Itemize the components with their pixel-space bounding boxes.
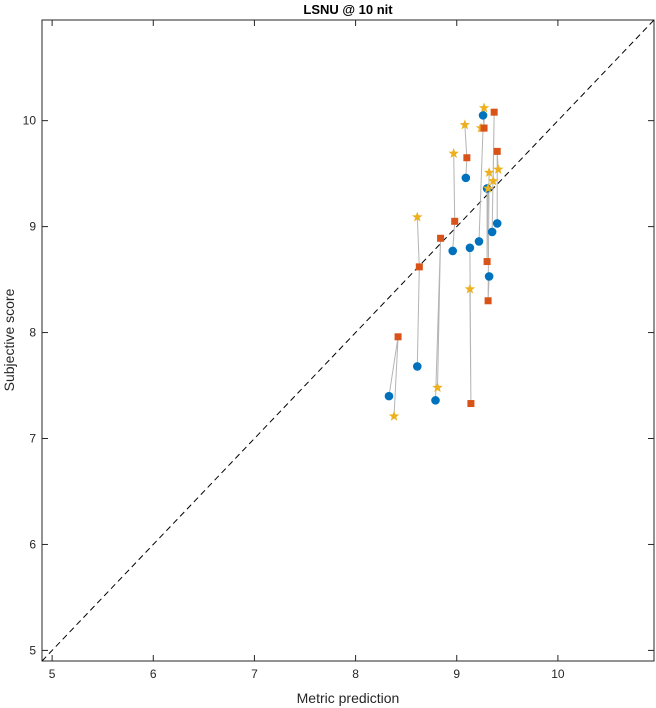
square-marker [415, 263, 423, 271]
y-axis-label: Subjective score [1, 288, 17, 391]
square-marker [463, 154, 471, 162]
square-marker [394, 333, 402, 341]
x-tick-label: 8 [352, 667, 359, 681]
x-tick-label: 6 [150, 667, 157, 681]
y-tick-label: 8 [29, 326, 36, 340]
square-marker [480, 124, 488, 132]
x-axis-label: Metric prediction [297, 690, 400, 706]
y-tick-label: 10 [23, 114, 37, 128]
star-marker [487, 175, 499, 186]
circle-marker [478, 111, 488, 120]
star-marker [412, 211, 423, 222]
star-marker [459, 119, 471, 130]
star-marker [448, 148, 459, 158]
star-marker [482, 182, 494, 193]
y-tick-label: 9 [29, 220, 36, 234]
square-marker [451, 217, 459, 225]
y-tick-label: 5 [29, 643, 36, 657]
star-marker [464, 283, 476, 294]
x-tick-label: 9 [453, 667, 460, 681]
circle-marker [484, 272, 494, 281]
circle-marker [448, 246, 457, 256]
star-marker [388, 410, 400, 421]
square-marker [467, 400, 475, 408]
chart-title: LSNU @ 10 nit [303, 2, 393, 17]
star-marker [483, 167, 495, 178]
x-tick-label: 5 [49, 667, 56, 681]
y-axis: 5 6 7 8 9 10 [23, 114, 654, 657]
circle-marker [384, 391, 394, 401]
y-tick-label: 6 [29, 537, 36, 551]
circle-marker [461, 173, 471, 183]
square-marker [493, 147, 501, 155]
circle-marker [492, 219, 502, 228]
x-axis: 5 6 7 8 9 10 [49, 20, 565, 681]
data-markers [384, 102, 504, 421]
square-marker [437, 234, 445, 242]
x-tick-label: 7 [251, 667, 258, 681]
x-tick-label: 10 [551, 667, 565, 681]
y-tick-label: 7 [29, 432, 36, 446]
star-marker [478, 102, 490, 113]
square-marker [483, 258, 491, 266]
square-marker [484, 297, 492, 305]
square-marker [490, 108, 498, 116]
star-marker [492, 163, 504, 174]
circle-marker [474, 237, 484, 246]
circle-marker [412, 362, 422, 371]
circle-marker [431, 396, 440, 405]
circle-marker [487, 227, 497, 237]
circle-marker [465, 243, 475, 253]
star-marker [432, 382, 443, 393]
identity-line [41, 19, 655, 662]
